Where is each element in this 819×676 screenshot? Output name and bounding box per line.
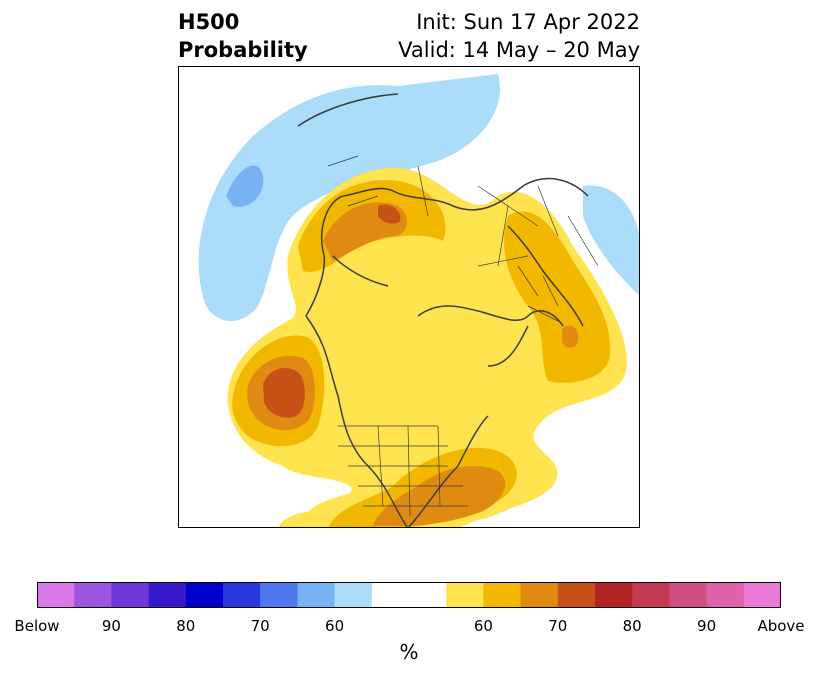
colorbar-swatch <box>483 582 522 608</box>
borders <box>327 155 599 517</box>
colorbar-swatch <box>334 582 373 608</box>
colorbar <box>37 582 781 608</box>
colorbar-swatch <box>669 582 708 608</box>
colorbar-frame <box>37 582 781 608</box>
colorbar-tick-label: 80 <box>176 617 196 635</box>
map-title: H500 Probability <box>178 8 308 64</box>
colorbar-swatch <box>409 582 447 608</box>
colorbar-swatch <box>595 582 633 608</box>
init-date: Init: Sun 17 Apr 2022 <box>416 10 640 34</box>
colorbar-swatch <box>260 582 298 608</box>
colorbar-swatch <box>371 582 410 608</box>
colorbar-tick-label: 70 <box>250 617 270 635</box>
colorbar-tick-label: 90 <box>101 617 121 635</box>
colorbar-swatch <box>74 582 112 608</box>
probability-map <box>178 66 640 528</box>
colorbar-tick-label: Above <box>757 617 805 635</box>
colorbar-tick-label: 80 <box>622 617 642 635</box>
probability-contours <box>198 74 640 528</box>
above-80-europe <box>562 325 579 348</box>
title-product: Probability <box>178 38 308 62</box>
valid-range: Valid: 14 May – 20 May <box>398 38 640 62</box>
colorbar-swatch <box>446 582 484 608</box>
title-variable: H500 <box>178 10 240 34</box>
colorbar-swatch <box>223 582 261 608</box>
colorbar-swatch <box>297 582 336 608</box>
below-70-pacific <box>226 165 264 207</box>
below-60-atlantic <box>583 185 640 296</box>
colorbar-swatch <box>111 582 150 608</box>
colorbar-swatch <box>148 582 187 608</box>
colorbar-tick-label: 90 <box>697 617 717 635</box>
above-90-siberia <box>378 204 401 224</box>
map-canvas <box>178 66 640 528</box>
colorbar-swatch <box>557 582 596 608</box>
map-subtitle: Init: Sun 17 Apr 2022 Valid: 14 May – 20… <box>398 8 640 64</box>
coastlines <box>297 93 589 528</box>
map-border <box>178 66 640 528</box>
below-60-pacific <box>198 74 500 321</box>
colorbar-swatch <box>743 582 781 608</box>
colorbar-swatch <box>706 582 745 608</box>
colorbar-tick-label: 60 <box>325 617 345 635</box>
above-90-pacific <box>263 368 305 418</box>
colorbar-tick-label: 70 <box>548 617 568 635</box>
colorbar-tick-label: Below <box>14 617 60 635</box>
colorbar-swatch <box>632 582 670 608</box>
colorbar-swatch <box>37 582 75 608</box>
colorbar-tick-label: 60 <box>473 617 493 635</box>
above-80-us <box>373 466 506 526</box>
colorbar-swatch <box>520 582 559 608</box>
colorbar-unit: % <box>399 640 419 664</box>
colorbar-swatch <box>185 582 224 608</box>
